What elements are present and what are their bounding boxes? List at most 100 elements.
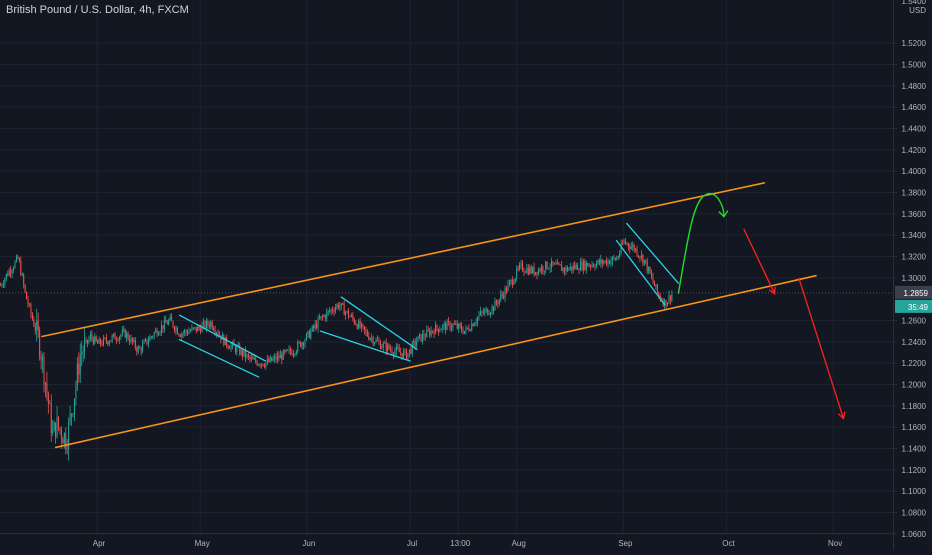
candle-body (482, 312, 484, 314)
candle-body (465, 327, 467, 331)
candle-body (646, 260, 648, 272)
candle-body (448, 321, 450, 323)
candle-body (117, 340, 119, 341)
candle-body (14, 261, 16, 269)
candle-body (356, 324, 358, 329)
candle-body (446, 321, 448, 331)
candle-body (378, 340, 380, 343)
price-axis-tick-label: 1.3200 (902, 253, 927, 262)
candle-body (369, 338, 371, 340)
candle-body (469, 330, 471, 332)
candle-body (84, 339, 86, 352)
candle-body (85, 339, 87, 341)
candle-body (350, 315, 352, 317)
candle-body (474, 323, 476, 327)
time-axis[interactable]: Apr May Jun Jul 13:00 Aug Sep Oct Nov (0, 533, 893, 549)
candle-body (597, 260, 599, 264)
price-axis-tick-label: 1.5400 (902, 0, 927, 6)
candle-body (572, 265, 574, 270)
candle-body (626, 243, 628, 244)
candle-body (258, 364, 260, 366)
candle-body (276, 355, 278, 360)
candle-body (404, 349, 406, 351)
candle-body (100, 338, 102, 344)
candle-body (658, 292, 660, 296)
candle-body (95, 336, 97, 341)
candle-body (664, 300, 666, 306)
candle-body (537, 269, 539, 275)
candle-body (464, 330, 465, 334)
price-axis-tick-label: 1.4000 (902, 167, 927, 176)
candle-body (491, 306, 493, 313)
candle-body (20, 260, 22, 276)
candle-body (394, 351, 396, 356)
candle-body (542, 266, 544, 272)
candle-body (189, 330, 191, 332)
candle-body (453, 324, 455, 325)
candle-body (198, 326, 200, 329)
candle-body (566, 267, 568, 271)
candle-body (571, 266, 573, 270)
candle-body (281, 354, 283, 360)
candle-body (382, 343, 384, 348)
candle-body (468, 328, 470, 331)
candle-body (484, 310, 486, 314)
candle-body (43, 356, 45, 385)
candle-body (101, 343, 103, 345)
candle-body (259, 364, 261, 366)
price-series (0, 238, 673, 461)
candle-body (616, 258, 618, 260)
candle-body (362, 323, 364, 327)
candle-body (533, 266, 535, 275)
price-axis-tick-label: 1.2400 (902, 338, 927, 347)
candle-body (178, 333, 180, 336)
candle-body (130, 337, 132, 343)
candle-body (192, 327, 194, 329)
candle-body (229, 347, 231, 349)
candle-body (456, 323, 458, 329)
candle-body (655, 284, 657, 287)
candle-body (585, 263, 587, 270)
time-axis-tick-label: Nov (828, 539, 842, 548)
candle-body (262, 363, 264, 366)
candle-body (236, 346, 238, 352)
candle-body (653, 282, 655, 287)
candle-body (532, 266, 534, 273)
candle-body (640, 254, 642, 258)
candle-body (266, 359, 268, 364)
time-axis-tick-label: Jul (407, 539, 417, 548)
candle-body (50, 403, 52, 434)
candle-body (610, 260, 612, 264)
candle-body (324, 315, 326, 319)
candle-body (443, 323, 445, 326)
candle-body (294, 353, 296, 355)
candle-body (114, 333, 116, 340)
candle-body (30, 304, 32, 315)
candle-body (635, 248, 637, 251)
candle-body (313, 325, 315, 329)
time-axis-tick-label: Sep (618, 539, 633, 548)
candle-body (479, 311, 481, 315)
candle-body (268, 359, 270, 362)
candle-body (620, 243, 622, 253)
candle-body (34, 326, 36, 331)
projection-down-arrow-1 (743, 228, 776, 295)
candle-body (10, 270, 12, 274)
candle-body (590, 265, 592, 267)
candle-body (304, 340, 306, 346)
candle-body (287, 349, 289, 351)
candle-body (546, 261, 548, 269)
candle-body (111, 335, 113, 341)
candle-body (147, 341, 149, 344)
candle-body (310, 331, 312, 338)
candle-body (603, 262, 605, 264)
candle-body (433, 331, 435, 335)
candle-body (617, 256, 619, 259)
candle-body (69, 413, 71, 422)
candle-body (395, 347, 397, 352)
candle-body (60, 430, 62, 439)
